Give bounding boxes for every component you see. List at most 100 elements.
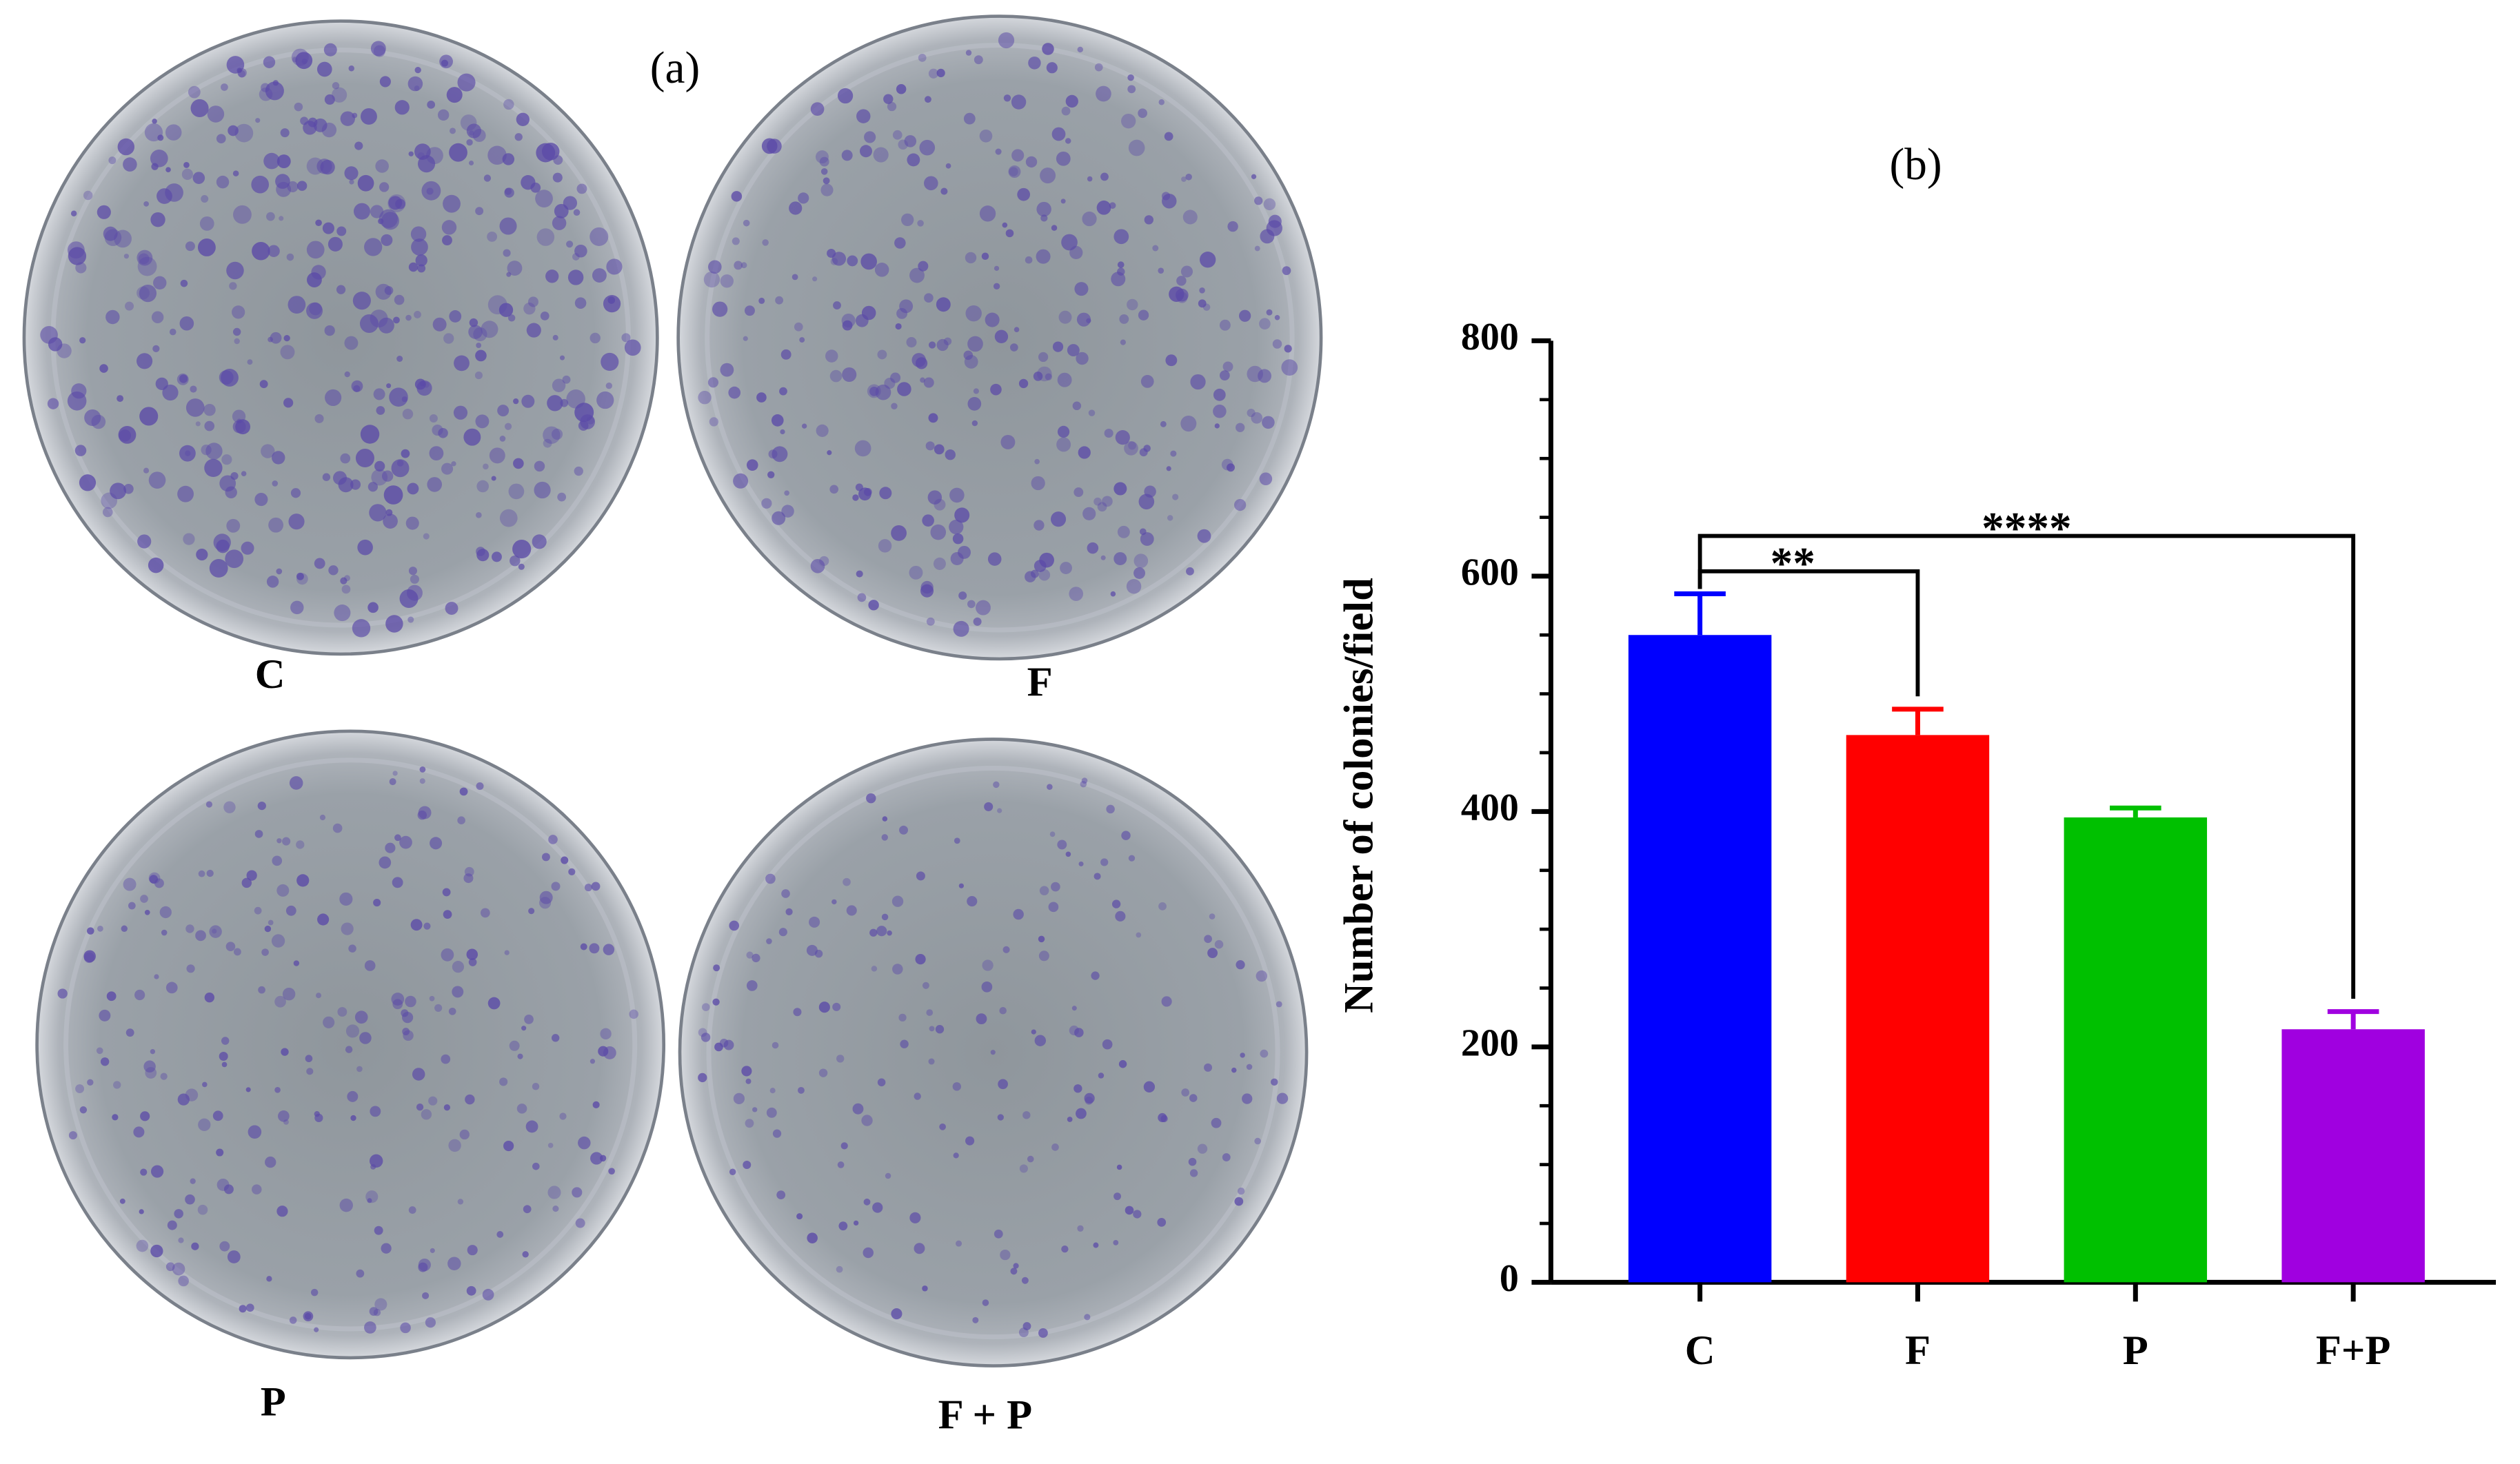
colony: [137, 256, 157, 276]
colony: [411, 238, 428, 256]
colony: [332, 82, 340, 90]
colony: [418, 1262, 428, 1272]
colony: [1100, 172, 1109, 181]
colony: [136, 1239, 149, 1252]
colony: [994, 265, 1000, 271]
colony: [945, 449, 956, 460]
colony: [929, 1026, 935, 1032]
colony: [1056, 437, 1071, 452]
colony: [106, 991, 117, 1002]
colony: [1251, 412, 1263, 424]
colony: [246, 870, 257, 881]
colony: [344, 166, 359, 181]
colony: [338, 477, 354, 493]
colony: [412, 1068, 425, 1081]
colony: [837, 1161, 845, 1168]
colony: [798, 192, 809, 204]
colony: [1133, 553, 1149, 568]
colony: [914, 1243, 925, 1254]
colony: [257, 801, 266, 811]
colony: [317, 913, 330, 926]
colony: [1115, 430, 1130, 445]
colony: [234, 123, 254, 143]
colony: [453, 405, 468, 420]
colony: [161, 929, 168, 936]
colony: [832, 1002, 841, 1011]
colony: [221, 454, 232, 465]
colony: [935, 1025, 945, 1034]
colony: [514, 133, 523, 141]
colony: [137, 250, 153, 266]
colony: [354, 141, 363, 150]
colony: [180, 279, 188, 287]
colony: [379, 856, 392, 869]
colony: [982, 1299, 989, 1306]
colony: [1161, 192, 1171, 201]
colony: [1102, 1039, 1113, 1050]
plate-label: P: [261, 1379, 286, 1425]
colony: [1140, 375, 1154, 388]
colony: [936, 297, 951, 312]
colony: [525, 1120, 538, 1133]
colony: [310, 1288, 319, 1297]
colony: [1143, 1081, 1156, 1092]
colony: [103, 226, 118, 241]
colony: [202, 1081, 208, 1088]
colony: [971, 420, 978, 427]
colony: [949, 487, 965, 503]
colony: [575, 1218, 585, 1228]
colony: [1227, 221, 1238, 232]
colony: [140, 1111, 150, 1121]
bar: [2064, 817, 2208, 1283]
colony: [393, 316, 400, 324]
colony: [1258, 369, 1271, 383]
colony: [557, 492, 567, 502]
colony: [1118, 1060, 1127, 1068]
colony: [621, 333, 631, 343]
colony: [990, 383, 1002, 396]
colony: [383, 514, 398, 529]
colony: [499, 217, 517, 235]
colony: [276, 838, 282, 844]
colony: [1038, 935, 1045, 943]
colony: [887, 930, 892, 936]
colony: [419, 778, 425, 784]
colony: [1077, 46, 1083, 53]
colony: [360, 425, 380, 444]
colony: [896, 307, 908, 319]
colony: [1222, 361, 1233, 372]
colony: [137, 286, 150, 300]
colony: [402, 408, 414, 420]
colony: [574, 244, 587, 258]
colony: [105, 309, 120, 325]
colony: [315, 219, 322, 227]
colony: [543, 438, 552, 448]
colony: [104, 229, 122, 246]
colony: [1011, 149, 1025, 162]
colony: [442, 888, 451, 897]
colony: [374, 1226, 383, 1235]
colony: [1219, 370, 1230, 380]
colony: [336, 226, 347, 236]
colony: [608, 1168, 615, 1175]
colony: [926, 617, 935, 626]
colony: [1096, 85, 1111, 102]
colony: [1034, 458, 1040, 465]
colony: [574, 297, 587, 309]
colony: [603, 1046, 616, 1059]
colony: [40, 326, 58, 344]
colony: [1234, 498, 1247, 511]
colony: [1176, 288, 1189, 302]
colony: [314, 1110, 320, 1117]
colony: [1214, 423, 1220, 429]
colony: [873, 147, 889, 163]
colony: [761, 498, 772, 509]
colony: [967, 397, 982, 411]
panel-b-label: (b): [1889, 140, 1942, 190]
colony: [448, 1007, 456, 1015]
colony: [133, 1126, 145, 1138]
colony: [853, 1220, 859, 1226]
colony: [483, 463, 489, 470]
colony: [871, 966, 878, 972]
colony: [165, 982, 178, 994]
